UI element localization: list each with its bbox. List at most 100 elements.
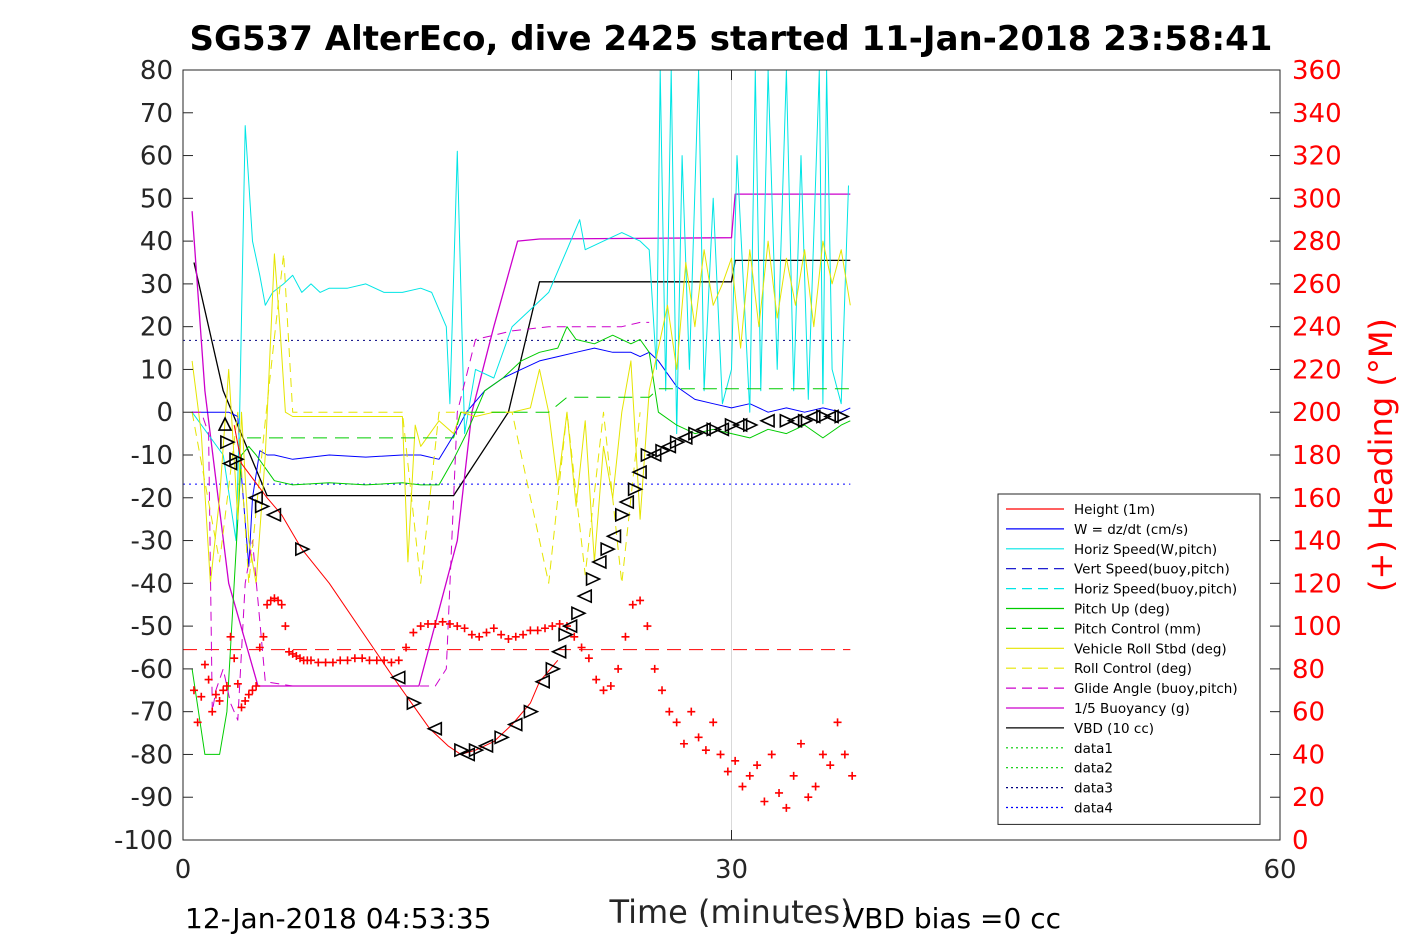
series-roll [191, 240, 851, 584]
heading-point [614, 664, 623, 673]
heading-point [541, 624, 550, 633]
heading-point [709, 718, 718, 727]
heading-point [643, 622, 652, 631]
heading-point [775, 788, 784, 797]
heading-point [208, 707, 217, 716]
y-right-tick-label: 140 [1292, 527, 1342, 557]
heading-point [387, 658, 396, 667]
heading-point [380, 656, 389, 665]
marker-point [590, 554, 607, 570]
heading-point [753, 761, 762, 770]
series-horiz_w [191, 70, 849, 542]
marker-point [695, 422, 711, 437]
y-left-tick-label: -100 [114, 826, 173, 856]
heading-point [694, 733, 703, 742]
heading-point [760, 797, 769, 806]
y-right-tick-label: 200 [1292, 398, 1342, 428]
heading-point [314, 658, 323, 667]
legend-label: Pitch Up (deg) [1074, 602, 1170, 618]
heading-point [716, 750, 725, 759]
x-axis-label: Time (minutes) [609, 893, 853, 931]
heading-point [402, 643, 411, 652]
marker-point [615, 507, 631, 523]
heading-point [460, 624, 469, 633]
y-left-tick-label: -10 [131, 441, 173, 471]
footer-vbd-bias: VBD bias =0 cc [845, 902, 1061, 935]
heading-point [365, 656, 374, 665]
heading-point [248, 686, 257, 695]
heading-point [189, 686, 198, 695]
heading-point [467, 630, 476, 639]
y-right-tick-label: 180 [1292, 441, 1342, 471]
legend-label: Horiz Speed(buoy,pitch) [1074, 582, 1237, 598]
heading-point [570, 632, 579, 641]
y-left-tick-label: -60 [131, 655, 173, 685]
marker-point [627, 481, 644, 497]
y-left-tick-label: -70 [131, 698, 173, 728]
series-roll_ctrl [191, 253, 641, 584]
x-tick-label: 0 [175, 855, 192, 885]
heading-point [211, 690, 220, 699]
heading-point [200, 660, 209, 669]
marker-point [217, 416, 233, 431]
y-right-tick-label: 20 [1292, 783, 1325, 813]
heading-point [255, 643, 264, 652]
heading-point [577, 643, 586, 652]
y-right-tick-label: 320 [1292, 142, 1342, 172]
marker-point [229, 452, 245, 467]
marker-point [534, 674, 550, 689]
heading-point [497, 630, 506, 639]
heading-point [782, 803, 791, 812]
marker-point [545, 661, 562, 677]
heading-point [511, 632, 520, 641]
heading-point [833, 718, 842, 727]
series-pitch [191, 326, 851, 755]
heading-point [394, 656, 403, 665]
heading-point [533, 626, 542, 635]
y-right-tick-label: 280 [1292, 227, 1342, 257]
marker-point [295, 541, 311, 557]
heading-point [193, 718, 202, 727]
heading-point [230, 654, 239, 663]
heading-point [416, 622, 425, 631]
marker-point [706, 422, 723, 437]
marker-point [468, 742, 485, 758]
heading-point [445, 619, 454, 628]
y-left-tick-label: -50 [131, 612, 173, 642]
y-left-tick-label: 10 [140, 355, 173, 385]
heading-point [215, 696, 224, 705]
marker-point [265, 507, 282, 523]
marker-point [834, 409, 851, 424]
y-axis-right-label: (+) Heading (°M) [1362, 318, 1400, 592]
marker-point [550, 644, 567, 660]
heading-point [219, 686, 228, 695]
marker-point [523, 704, 540, 719]
y-right-tick-label: 60 [1292, 698, 1325, 728]
heading-point [343, 656, 352, 665]
heading-point [767, 750, 776, 759]
legend-label: Glide Angle (buoy,pitch) [1074, 681, 1238, 697]
heading-point [650, 664, 659, 673]
heading-point [222, 682, 231, 690]
marker-points [217, 409, 851, 762]
heading-point [636, 596, 645, 605]
legend-label: Roll Control (deg) [1074, 661, 1192, 677]
series-pitch_ctrl [247, 388, 851, 439]
y-right-tick-label: 340 [1292, 99, 1342, 129]
heading-point [606, 682, 615, 690]
legend-label: data2 [1074, 761, 1113, 777]
heading-point [226, 632, 235, 641]
heading-point [372, 656, 381, 665]
heading-point [281, 622, 290, 631]
marker-point [220, 434, 236, 450]
x-tick-label: 30 [715, 855, 748, 885]
heading-point [826, 761, 835, 770]
heading-point [237, 703, 246, 712]
heading-point [321, 658, 330, 667]
marker-point [816, 409, 832, 424]
legend-label: Vehicle Roll Stbd (deg) [1074, 641, 1227, 657]
legend-label: Horiz Speed(W,pitch) [1074, 542, 1217, 558]
marker-point [742, 417, 759, 433]
y-right-tick-label: 300 [1292, 184, 1342, 214]
legend: Height (1m) W = dz/dt (cm/s) Horiz Speed(W… [997, 493, 1261, 825]
